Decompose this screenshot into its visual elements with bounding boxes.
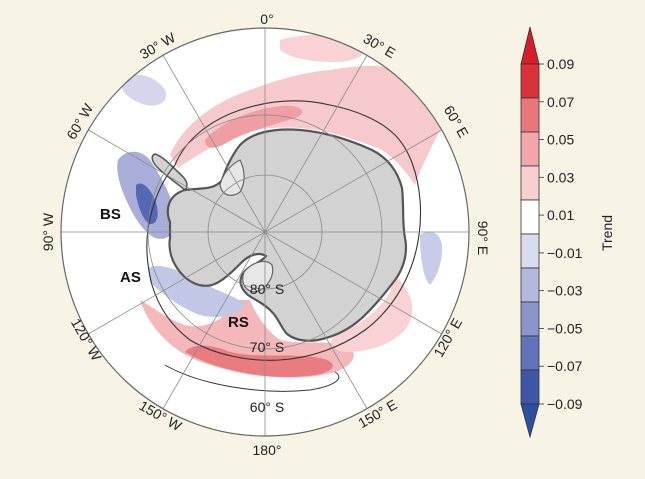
colorbar-box-5 [520, 233, 540, 269]
colorbar-tick-label-6: −0.03 [547, 283, 583, 299]
positive-trend-core-weddell [205, 105, 303, 148]
lat-label-60s: 60° S [250, 399, 284, 415]
region-label-rs: RS [228, 314, 249, 331]
negative-trend-core-bellingshausen [136, 183, 158, 225]
colorbar-tick-label-7: −0.05 [547, 320, 583, 336]
positive-trend-region-weddell [170, 65, 444, 185]
lon-label-0: 0° [260, 11, 273, 27]
lon-label-90e: 90° E [475, 221, 491, 255]
colorbar-extend-top [520, 26, 540, 65]
colorbar-tick-label-0: 0.09 [547, 56, 574, 72]
lon-label-90w: 90° W [40, 212, 56, 251]
colorbar-box-9 [520, 369, 540, 405]
outer-ice-contour [164, 364, 340, 392]
lon-label-60e: 60° E [441, 103, 472, 141]
colorbar-box-1 [520, 97, 540, 133]
negative-trend-region-westerly [120, 74, 167, 106]
colorbar-box-6 [520, 267, 540, 303]
region-label-as: AS [120, 269, 141, 286]
colorbar-tick-label-8: −0.07 [547, 358, 583, 374]
colorbar-tick-label-2: 0.05 [547, 132, 574, 148]
colorbar-extend-bottom [520, 403, 540, 439]
lat-label-80s: 80° S [250, 281, 284, 297]
negative-trend-region-east [420, 231, 443, 285]
colorbar-box-0 [520, 63, 540, 99]
colorbar-tick-label-1: 0.07 [547, 94, 574, 110]
colorbar-ticks: 0.09 0.07 0.05 0.03 0.01 −0.01 −0.03 −0.05 −0.07… [539, 56, 583, 412]
colorbar-box-3 [520, 165, 540, 201]
colorbar-box-8 [520, 335, 540, 371]
graticule [61, 28, 469, 436]
trend-field [117, 34, 444, 378]
colorbar-boxes [520, 63, 540, 405]
colorbar-box-2 [520, 131, 540, 167]
colorbar-tick-label-5: −0.01 [547, 245, 583, 261]
lat-label-70s: 70° S [250, 339, 284, 355]
colorbar-box-7 [520, 301, 540, 337]
colorbar: 0.09 0.07 0.05 0.03 0.01 −0.01 −0.03 −0.05 −0.07… [520, 26, 615, 439]
colorbar-box-4 [520, 199, 540, 235]
weddell-ice-shelf [219, 159, 245, 196]
latitude-labels: 80° S 70° S 60° S [250, 281, 284, 415]
lon-label-180: 180° [253, 442, 282, 458]
negative-trend-region-amundsen [148, 265, 245, 317]
map-boundary [60, 27, 470, 437]
colorbar-tick-label-9: −0.09 [547, 396, 583, 412]
positive-trend-region-east [330, 275, 413, 352]
region-label-bs: BS [100, 206, 121, 223]
sea-ice-edge-contour [146, 100, 422, 361]
region-labels: BS AS RS [100, 206, 249, 331]
colorbar-title: Trend [599, 215, 615, 251]
colorbar-tick-label-3: 0.03 [547, 169, 574, 185]
colorbar-tick-label-4: 0.01 [547, 207, 574, 223]
